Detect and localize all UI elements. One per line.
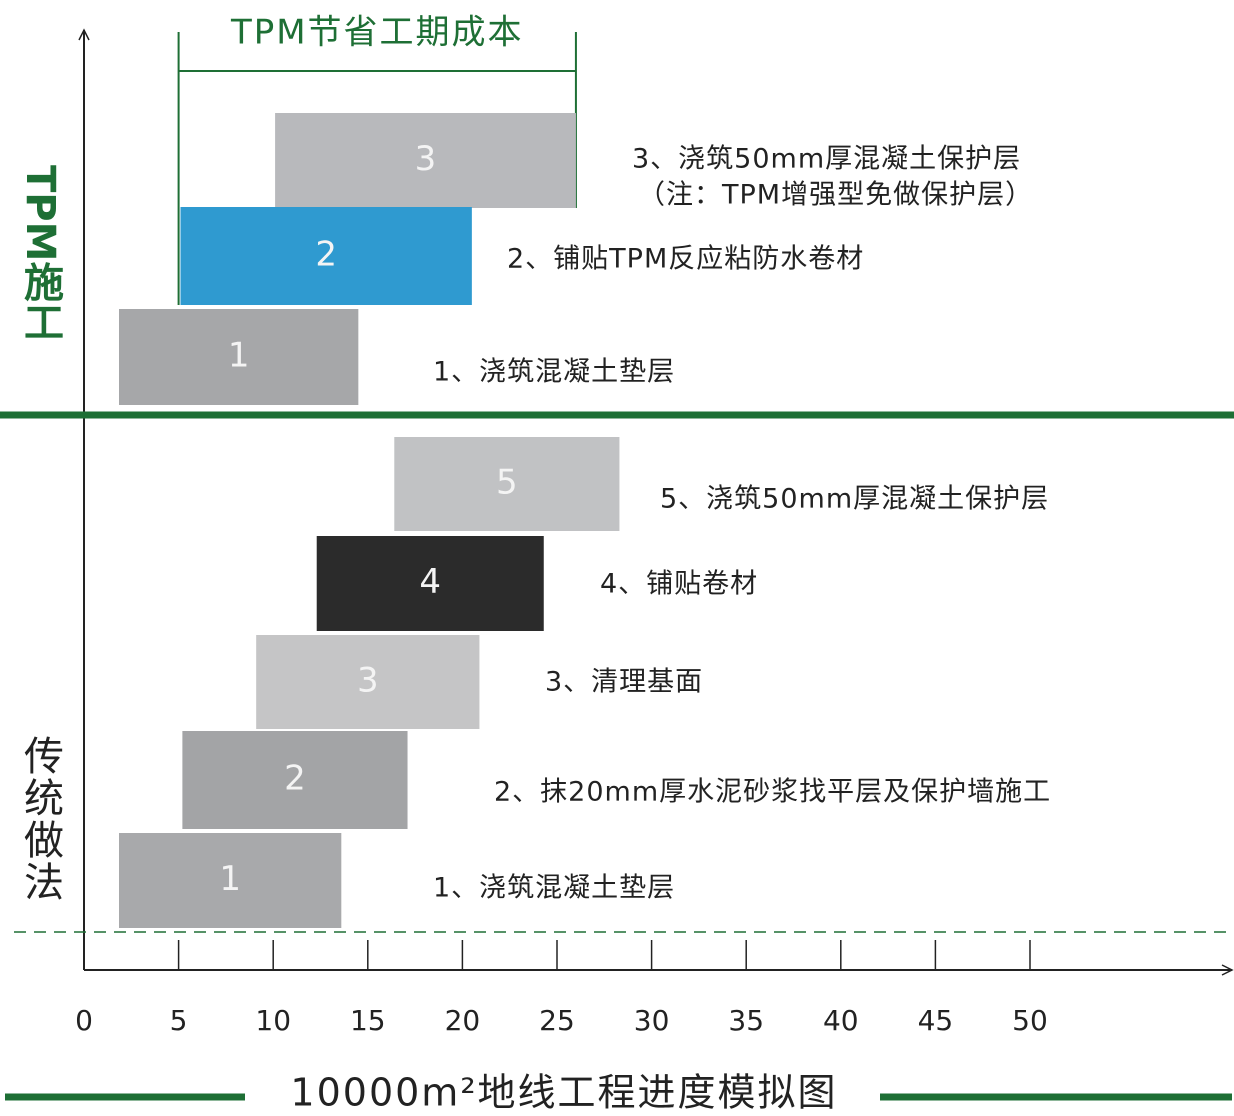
task-description: （注：TPM增强型免做保护层） [638,180,1033,211]
x-tick-label: 50 [1012,1004,1048,1037]
group-label: 传统做法 [17,735,64,903]
task-description: 3、清理基面 [545,667,703,698]
x-tick-label: 45 [918,1004,954,1037]
task-bar [119,309,359,405]
task-description: 5、浇筑50mm厚混凝土保护层 [660,484,1049,515]
task-number: 5 [496,463,518,503]
x-tick-label: 20 [445,1004,481,1037]
task-bar [119,833,342,928]
task-number: 1 [228,336,250,376]
x-tick-label: 40 [823,1004,859,1037]
task-bar [275,113,576,208]
task-bar [394,437,620,531]
task-number: 2 [284,759,306,799]
x-tick-label: 25 [539,1004,575,1037]
x-tick-label: 10 [255,1004,291,1037]
task-bar [316,536,544,631]
x-tick-label: 15 [350,1004,386,1037]
x-tick-label: 5 [170,1004,188,1037]
task-bar [256,635,480,729]
chart-title: 10000m²地线工程进度模拟图 [290,1071,837,1115]
task-description: 1、浇筑混凝土垫层 [433,357,675,388]
task-number: 1 [219,859,241,899]
group-label: TPM施工 [17,165,64,341]
bracket-label: TPM节省工期成本 [230,13,524,53]
task-number: 2 [315,235,337,275]
task-bar [182,731,408,829]
x-tick-label: 30 [634,1004,670,1037]
task-description: 2、抹20mm厚水泥砂浆找平层及保护墙施工 [494,777,1051,808]
task-description: 4、铺贴卷材 [600,569,758,600]
task-description: 3、浇筑50mm厚混凝土保护层 [632,144,1021,175]
task-number: 3 [357,661,379,701]
x-tick-label: 0 [75,1004,93,1037]
x-tick-label: 35 [728,1004,764,1037]
task-bar [180,207,472,305]
task-number: 3 [415,139,437,179]
task-number: 4 [419,562,441,602]
task-description: 1、浇筑混凝土垫层 [433,873,675,904]
task-description: 2、铺贴TPM反应粘防水卷材 [507,244,864,275]
